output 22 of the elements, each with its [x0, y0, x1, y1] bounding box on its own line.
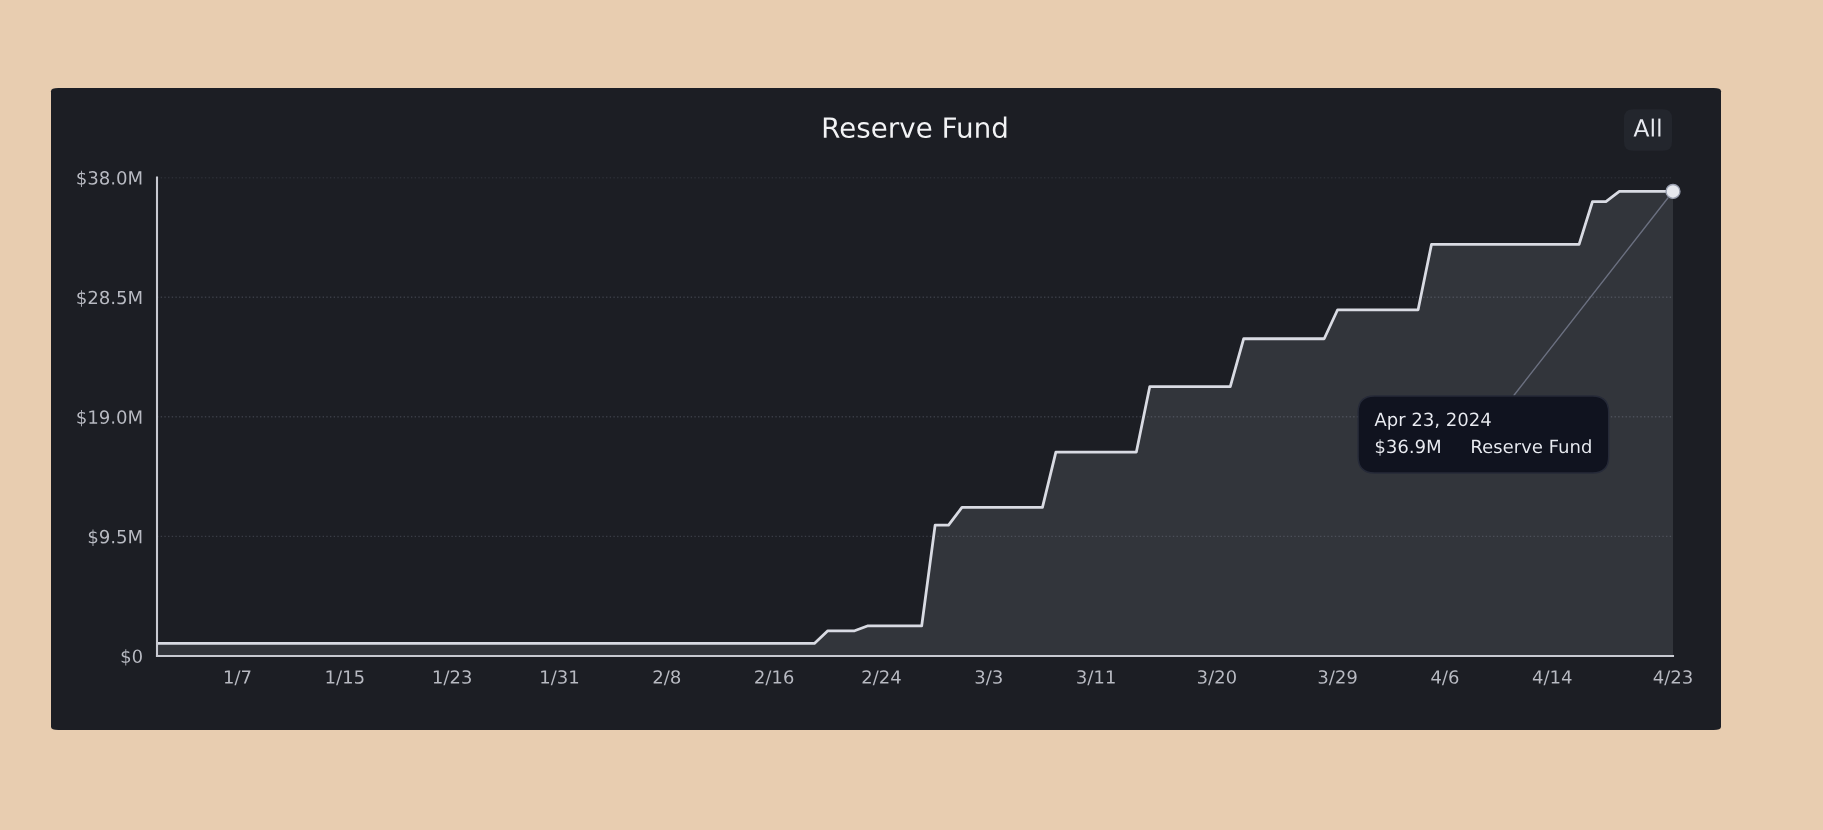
x-tick-label: 4/6 — [1431, 670, 1459, 686]
y-tick-label: $28.5M — [77, 290, 142, 307]
x-tick-label: 3/20 — [1197, 670, 1236, 686]
x-tick-label: 3/29 — [1318, 670, 1357, 686]
y-tick-label: $19.0M — [77, 409, 142, 427]
x-tick-label: 4/23 — [1653, 670, 1692, 686]
x-tick-label: 1/15 — [326, 670, 364, 686]
y-tick-label: $0 — [121, 649, 142, 666]
x-tick-label: 2/24 — [862, 670, 901, 686]
annotation: Apr 23, 2024 $36.9M Reserve Fund — [1374, 412, 1591, 456]
chart-title: Reserve Fund — [823, 116, 1007, 139]
x-tick-label: 3/3 — [975, 670, 1002, 686]
y-tick-label: $9.5M — [88, 529, 142, 546]
y-tick-label: $38.0M — [77, 170, 142, 188]
x-tick-label: 1/23 — [433, 670, 471, 686]
x-tick-label: 1/7 — [224, 670, 251, 686]
x-tick-label: 4/14 — [1532, 670, 1572, 686]
x-tick-label: 3/11 — [1077, 670, 1115, 686]
x-tick-label: 2/16 — [755, 670, 794, 686]
text: All — [1633, 118, 1661, 137]
x-tick-label: 2/8 — [653, 670, 681, 686]
x-tick-label: 1/31 — [541, 670, 579, 686]
